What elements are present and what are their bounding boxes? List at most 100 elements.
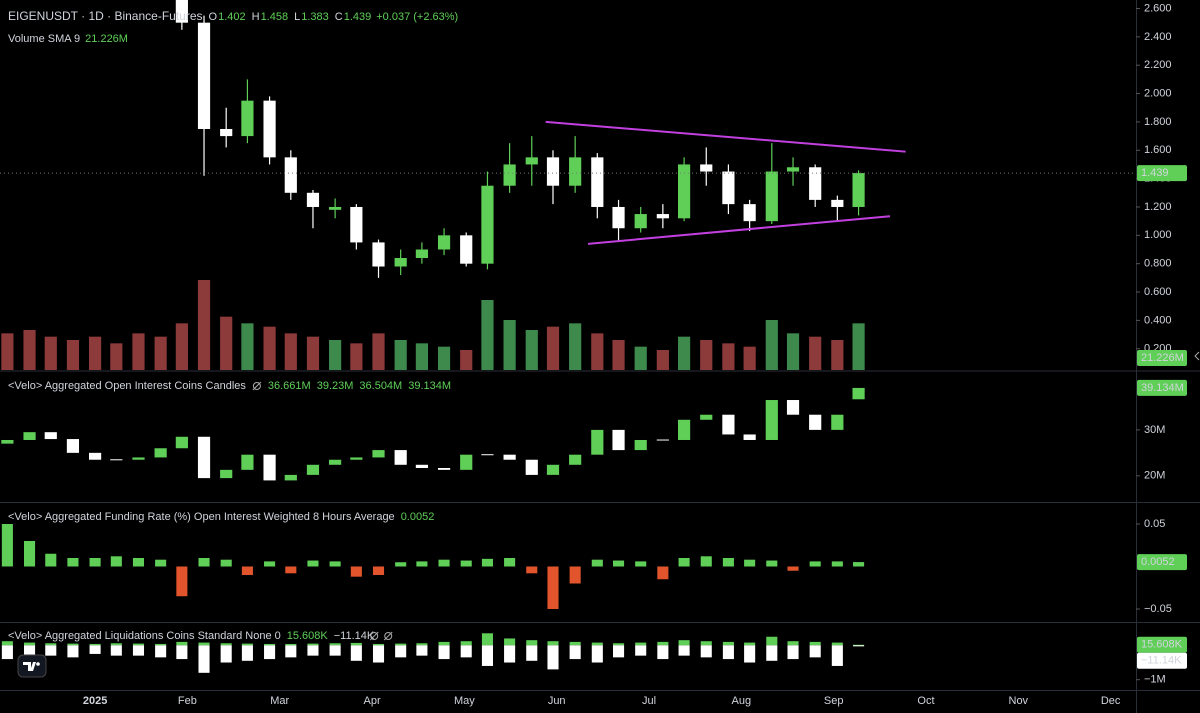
bar (67, 645, 79, 658)
volume-bar (415, 343, 428, 370)
bar (438, 645, 450, 660)
volume-bar (460, 350, 473, 370)
volume-bar (612, 340, 625, 370)
bar (198, 642, 210, 646)
volume-bar (700, 340, 713, 370)
volume-bar (852, 323, 865, 370)
bar (372, 643, 385, 646)
bar (89, 645, 101, 654)
candle-body (700, 414, 713, 420)
bar (155, 645, 167, 658)
volume-bar (503, 320, 516, 370)
icon-slash (383, 631, 393, 641)
collapse-arrow[interactable] (1194, 351, 1200, 361)
y-tick-label: −0.05 (1144, 603, 1172, 615)
candle-body (503, 164, 516, 186)
volume-bar (220, 316, 233, 370)
candle-body (591, 157, 604, 207)
candle-body (852, 387, 865, 400)
bar (395, 562, 407, 567)
x-tick-label: Jul (642, 695, 656, 707)
bar (1, 645, 13, 660)
candle-body (700, 164, 713, 172)
bar (329, 643, 341, 646)
header-value: 0.0052 (401, 511, 435, 523)
header-value: 39.134M (408, 380, 451, 392)
bar (853, 562, 865, 567)
volume-bar (591, 333, 604, 370)
bar (526, 640, 538, 646)
candle-body (1, 439, 14, 444)
bar (264, 645, 276, 660)
volume-bar (132, 333, 145, 370)
candle-body (306, 464, 320, 475)
bar (809, 561, 821, 567)
candle-body (809, 414, 822, 430)
volume-bar (525, 330, 538, 370)
bar (613, 560, 625, 567)
bar (657, 645, 669, 660)
bar (678, 640, 690, 646)
bar (1, 641, 13, 646)
bar (591, 645, 603, 663)
candle-body (525, 459, 538, 475)
bar (635, 645, 647, 656)
volume-bar (743, 346, 756, 370)
candle-body (372, 242, 385, 267)
y-tick-label: 1.000 (1144, 229, 1172, 241)
bar (460, 560, 472, 567)
bar (67, 643, 79, 646)
last-price-label: 1.439 (1137, 165, 1187, 182)
header-value: 36.504M (359, 380, 402, 392)
candle-body (175, 436, 188, 449)
volume-bar (831, 340, 844, 370)
bar (155, 643, 167, 646)
y-tick-label: 0.600 (1144, 286, 1172, 298)
candle-body (722, 414, 735, 435)
bar (45, 643, 57, 646)
trendline (545, 120, 906, 153)
bar (569, 645, 581, 660)
candle-body (786, 400, 800, 415)
bar (438, 641, 450, 646)
volume-bar (23, 330, 36, 370)
bar (700, 556, 712, 567)
candle-body (546, 464, 560, 475)
volume-bar (329, 340, 342, 370)
candle-body (263, 454, 276, 481)
bar (395, 643, 407, 646)
bar (45, 553, 57, 567)
x-tick-label: 2025 (83, 695, 107, 707)
volume-bar (263, 326, 276, 370)
volume-bar (765, 320, 778, 370)
icon-circle (252, 382, 261, 390)
bar (700, 641, 712, 646)
candle-body (503, 454, 516, 460)
bar (547, 566, 559, 609)
candle-body (132, 457, 145, 460)
tradingview-logo (17, 654, 47, 678)
bar (45, 645, 57, 656)
candle-body (44, 432, 57, 440)
bar (198, 645, 210, 673)
pane-header: <Velo> Aggregated Funding Rate (%) Open … (8, 511, 434, 523)
bar (132, 557, 145, 567)
x-tick-label: Oct (917, 695, 934, 707)
y-tick-label: 2.000 (1144, 87, 1172, 99)
bar (372, 566, 385, 575)
candle-body (460, 454, 473, 470)
bar (132, 643, 145, 646)
bar (481, 558, 493, 567)
candle-body (329, 206, 342, 210)
bar (853, 645, 865, 647)
bar (176, 645, 188, 660)
volume-bar (197, 280, 211, 370)
last-value-label-text: 39.134M (1141, 382, 1184, 394)
pane-title: <Velo> Aggregated Liquidations Coins Sta… (8, 630, 281, 642)
candle-body (306, 192, 320, 207)
bar (613, 643, 625, 646)
bar (24, 642, 36, 646)
header-value: 39.23M (317, 380, 354, 392)
candle-body (743, 434, 756, 440)
